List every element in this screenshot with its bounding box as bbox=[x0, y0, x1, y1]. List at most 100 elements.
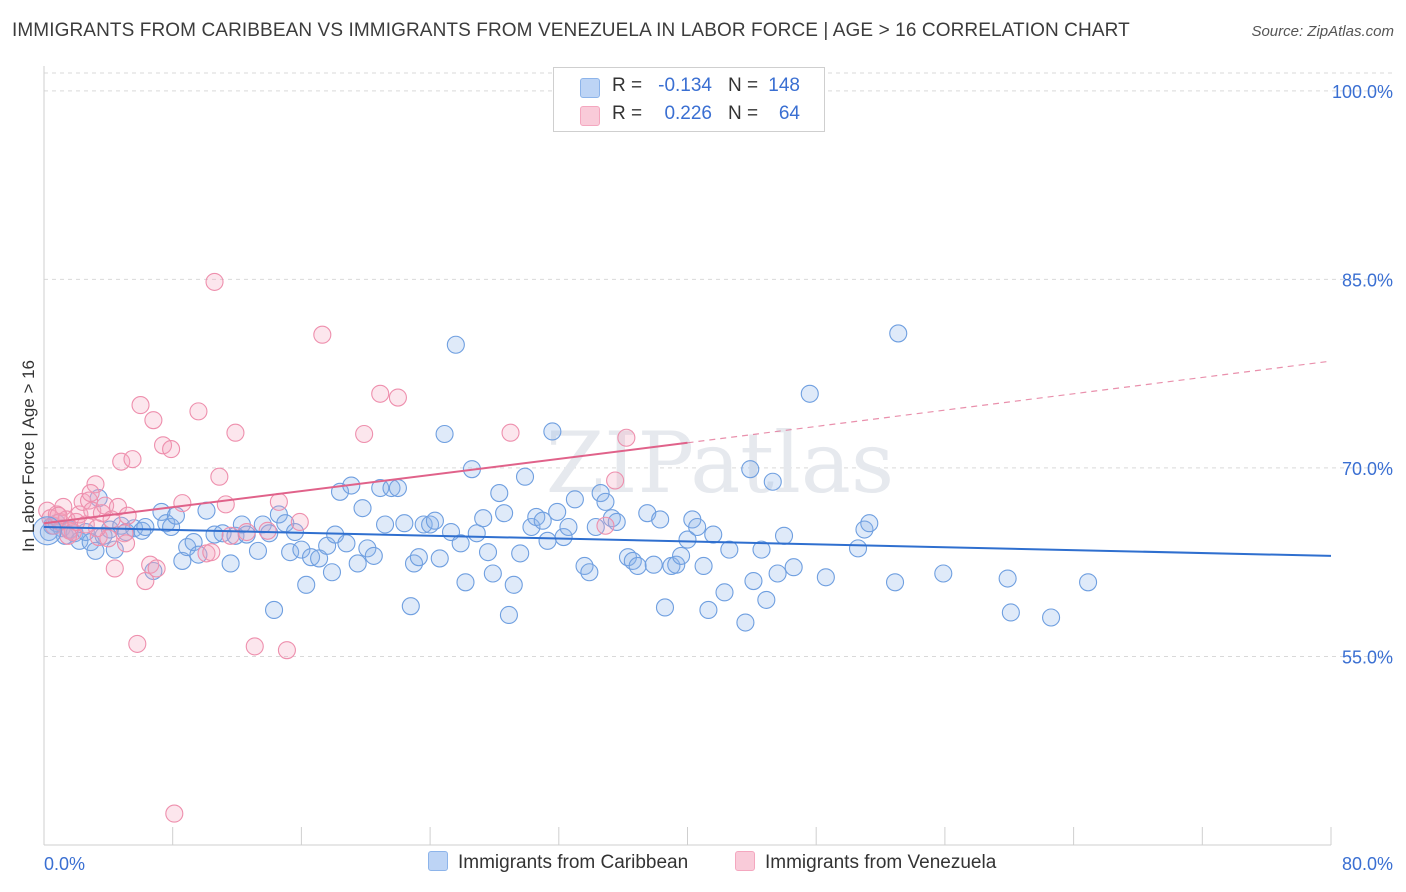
caribbean-point bbox=[522, 517, 541, 537]
caribbean-point bbox=[197, 501, 216, 520]
legend-item-venezuela: Immigrants from Venezuela bbox=[735, 851, 996, 874]
caribbean-point bbox=[860, 514, 879, 533]
venezuela-point bbox=[147, 559, 166, 578]
caribbean-point bbox=[404, 554, 424, 573]
trend-lines bbox=[43, 360, 1332, 557]
legend-row-caribbean: R = -0.134 N = 148 bbox=[554, 73, 824, 101]
caribbean-point bbox=[136, 517, 155, 537]
r-label: R = bbox=[612, 75, 643, 96]
tick-labels: 55.0% 70.0% 85.0% 100.0% 0.0% 80.0% bbox=[44, 82, 1393, 874]
caribbean-point bbox=[596, 492, 615, 511]
caribbean-point bbox=[548, 502, 567, 521]
venezuela-point bbox=[136, 571, 155, 591]
caribbean-point bbox=[292, 540, 311, 559]
caribbean-point bbox=[451, 534, 470, 553]
caribbean-point bbox=[504, 575, 523, 594]
caribbean-point bbox=[401, 597, 420, 616]
venezuela-point bbox=[205, 272, 224, 291]
venezuela-legend-label: Immigrants from Venezuela bbox=[765, 852, 997, 873]
venezuela-point bbox=[116, 534, 136, 553]
caribbean-point bbox=[281, 543, 300, 562]
venezuela-point bbox=[617, 428, 636, 447]
caribbean-point bbox=[934, 564, 953, 583]
venezuela-point bbox=[99, 529, 118, 548]
venezuela-point bbox=[165, 804, 184, 823]
venezuela-point bbox=[501, 423, 520, 442]
caribbean-point bbox=[435, 424, 454, 444]
venezuela-trend-extension bbox=[687, 360, 1332, 444]
caribbean-point bbox=[467, 524, 486, 543]
caribbean-point bbox=[337, 534, 356, 553]
caribbean-point bbox=[784, 558, 803, 577]
source-label: Source: ZipAtlas.com bbox=[1251, 23, 1394, 40]
caribbean-point bbox=[655, 598, 675, 617]
caribbean-point bbox=[173, 551, 192, 570]
caribbean-point bbox=[720, 540, 739, 559]
caribbean-point bbox=[490, 484, 509, 503]
caribbean-point bbox=[162, 517, 181, 537]
r-label: R = bbox=[612, 103, 643, 124]
caribbean-point bbox=[105, 540, 124, 559]
caribbean-point bbox=[768, 564, 787, 583]
caribbean-point bbox=[757, 590, 776, 609]
venezuela-point bbox=[216, 495, 235, 514]
caribbean-point bbox=[409, 548, 428, 567]
venezuela-point bbox=[112, 452, 131, 471]
venezuela-point bbox=[144, 411, 163, 430]
n-value: 148 bbox=[768, 75, 800, 96]
legend-item-caribbean: Immigrants from Caribbean bbox=[428, 851, 688, 874]
caribbean-point bbox=[1042, 608, 1061, 627]
caribbean-point bbox=[446, 335, 465, 354]
caribbean-legend-label: Immigrants from Caribbean bbox=[458, 852, 689, 873]
caribbean-point bbox=[554, 528, 573, 547]
caribbean-point bbox=[575, 556, 594, 576]
y-tick-label: 85.0% bbox=[1342, 270, 1393, 290]
x-tick-label: 80.0% bbox=[1342, 854, 1393, 874]
caribbean-point bbox=[628, 556, 647, 576]
caribbean-point bbox=[800, 384, 819, 403]
chart-title: IMMIGRANTS FROM CARIBBEAN VS IMMIGRANTS … bbox=[12, 20, 1130, 41]
y-tick-label: 55.0% bbox=[1342, 647, 1393, 667]
venezuela-point bbox=[189, 402, 208, 421]
caribbean-point bbox=[889, 324, 908, 343]
caribbean-point bbox=[559, 517, 578, 537]
caribbean-point bbox=[885, 573, 905, 592]
caribbean-point bbox=[322, 563, 342, 582]
n-label: N = bbox=[728, 75, 759, 96]
caribbean-point bbox=[763, 472, 782, 491]
y-tick-label: 70.0% bbox=[1342, 459, 1393, 479]
venezuela-point bbox=[81, 484, 100, 503]
venezuela-point bbox=[596, 516, 615, 535]
caribbean-point bbox=[651, 510, 670, 529]
venezuela-point bbox=[606, 471, 625, 490]
venezuela-swatch bbox=[580, 106, 600, 126]
caribbean-point bbox=[1001, 603, 1020, 622]
axes bbox=[43, 66, 1332, 846]
venezuela-point bbox=[131, 396, 150, 415]
r-value: -0.134 bbox=[658, 75, 712, 96]
venezuela-point bbox=[290, 512, 309, 532]
legend-row-venezuela: R = 0.226 N = 64 bbox=[554, 101, 824, 129]
caribbean-point bbox=[1079, 573, 1098, 592]
venezuela-point bbox=[388, 388, 407, 407]
caribbean-point bbox=[265, 600, 284, 620]
caribbean-point bbox=[848, 539, 868, 558]
caribbean-point bbox=[478, 543, 498, 562]
venezuela-point bbox=[128, 634, 147, 653]
y-axis-title: In Labor Force | Age > 16 bbox=[19, 359, 38, 553]
caribbean-point bbox=[688, 517, 707, 537]
caribbean-point bbox=[364, 546, 383, 565]
venezuela-point bbox=[355, 424, 374, 444]
caribbean-trend-line bbox=[43, 526, 1332, 557]
caribbean-point bbox=[495, 504, 514, 523]
venezuela-point bbox=[313, 325, 332, 344]
grid-lines bbox=[44, 72, 1392, 657]
caribbean-point bbox=[816, 568, 835, 587]
y-tick-label: 100.0% bbox=[1332, 82, 1393, 102]
venezuela-point bbox=[86, 475, 105, 494]
caribbean-point bbox=[248, 541, 268, 560]
caribbean-point bbox=[744, 571, 763, 591]
caribbean-point bbox=[86, 541, 105, 560]
correlation-legend: R = -0.134 N = 148 R = 0.226 N = 64 bbox=[553, 67, 825, 132]
